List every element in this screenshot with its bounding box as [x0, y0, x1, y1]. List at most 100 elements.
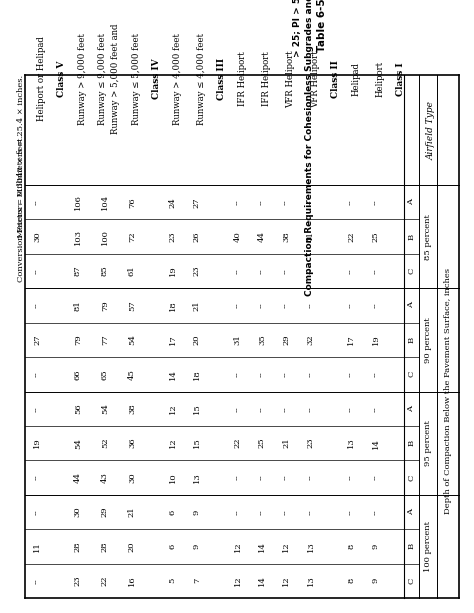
Text: 8: 8: [347, 544, 355, 549]
Text: Runway > 9,000 feet: Runway > 9,000 feet: [78, 33, 87, 125]
Text: --: --: [372, 199, 380, 205]
Text: 6: 6: [169, 544, 176, 549]
Text: --: --: [258, 509, 266, 515]
Text: 28: 28: [101, 541, 109, 552]
Text: --: --: [372, 303, 380, 308]
Text: 44: 44: [74, 472, 82, 483]
Text: 16: 16: [128, 576, 136, 586]
Text: 29: 29: [282, 335, 290, 345]
Text: --: --: [258, 474, 266, 481]
Text: 9: 9: [372, 544, 380, 549]
Text: --: --: [33, 268, 41, 274]
Text: A: A: [408, 199, 416, 205]
Text: 9: 9: [193, 544, 201, 549]
Text: > 25; PI > 5): > 25; PI > 5): [293, 0, 302, 57]
Text: --: --: [282, 268, 290, 274]
Text: Class III: Class III: [217, 58, 226, 100]
Text: 14: 14: [258, 541, 266, 552]
Text: 14: 14: [372, 438, 380, 449]
Text: --: --: [347, 406, 355, 411]
Text: 25: 25: [372, 231, 380, 242]
Text: 65: 65: [101, 369, 109, 379]
Text: --: --: [33, 406, 41, 411]
Text: C: C: [408, 474, 416, 481]
Text: 18: 18: [169, 300, 176, 311]
Text: IFR Heliport: IFR Heliport: [262, 51, 271, 107]
Text: 30: 30: [33, 231, 41, 242]
Text: 12: 12: [234, 576, 242, 586]
Text: 40: 40: [234, 231, 242, 242]
Text: B: B: [408, 337, 416, 343]
Text: 36: 36: [128, 438, 136, 449]
Text: 12: 12: [234, 541, 242, 552]
Text: 7: 7: [193, 578, 201, 584]
Text: --: --: [347, 509, 355, 515]
Text: --: --: [33, 474, 41, 481]
Text: 17: 17: [347, 335, 355, 345]
Text: 66: 66: [74, 369, 82, 379]
Text: 100 percent: 100 percent: [424, 521, 432, 572]
Text: 87: 87: [74, 265, 82, 276]
Text: 44: 44: [258, 231, 266, 242]
Text: 22: 22: [347, 231, 355, 242]
Text: 21: 21: [193, 300, 201, 311]
Text: --: --: [234, 406, 242, 411]
Text: --: --: [33, 303, 41, 308]
Text: 61: 61: [128, 265, 136, 276]
Text: Class IV: Class IV: [152, 59, 161, 99]
Text: Class V: Class V: [57, 61, 66, 97]
Text: 19: 19: [169, 265, 176, 276]
Text: --: --: [347, 371, 355, 377]
Text: 54: 54: [74, 438, 82, 449]
Text: 104: 104: [101, 194, 109, 210]
Text: --: --: [33, 199, 41, 205]
Text: Runway ≤ 5,000 feet: Runway ≤ 5,000 feet: [132, 33, 141, 125]
Text: --: --: [282, 303, 290, 308]
Text: --: --: [282, 474, 290, 481]
Text: 12: 12: [169, 403, 176, 414]
Text: 13: 13: [347, 438, 355, 449]
Text: 29: 29: [101, 507, 109, 517]
Text: --: --: [234, 509, 242, 515]
Text: 24: 24: [169, 197, 176, 208]
Text: 23: 23: [169, 231, 176, 242]
Text: --: --: [282, 199, 290, 205]
Text: A: A: [408, 509, 416, 515]
Text: Runway ≤ 4,000 feet: Runway ≤ 4,000 feet: [197, 33, 206, 125]
Text: 35: 35: [258, 335, 266, 345]
Text: --: --: [372, 509, 380, 515]
Text: A: A: [408, 302, 416, 308]
Text: 14: 14: [258, 576, 266, 586]
Text: 21: 21: [282, 438, 290, 449]
Text: --: --: [234, 303, 242, 308]
Text: 38: 38: [282, 231, 290, 242]
Text: 18: 18: [193, 369, 201, 379]
Text: Runway > 5,000 feet and: Runway > 5,000 feet and: [111, 24, 120, 134]
Text: Table 6-5: Table 6-5: [317, 0, 327, 52]
Text: --: --: [282, 371, 290, 377]
Text: 23: 23: [74, 576, 82, 586]
Text: B: B: [408, 440, 416, 446]
Text: C: C: [408, 577, 416, 584]
Text: --: --: [307, 474, 315, 481]
Text: C: C: [408, 268, 416, 274]
Text: --: --: [258, 303, 266, 308]
Text: --: --: [258, 371, 266, 377]
Text: 85 percent: 85 percent: [424, 214, 432, 259]
Text: 79: 79: [74, 335, 82, 345]
Text: --: --: [307, 199, 315, 205]
Text: --: --: [234, 474, 242, 481]
Text: 10: 10: [169, 472, 176, 483]
Text: 31: 31: [234, 335, 242, 345]
Text: --: --: [307, 406, 315, 411]
Text: 95 percent: 95 percent: [424, 420, 432, 466]
Text: 21: 21: [128, 507, 136, 517]
Text: 38: 38: [128, 403, 136, 414]
Text: --: --: [234, 268, 242, 274]
Text: 26: 26: [193, 231, 201, 242]
Text: Runway > 4,000 feet: Runway > 4,000 feet: [173, 33, 182, 125]
Text: 19: 19: [372, 335, 380, 345]
Text: 54: 54: [128, 335, 136, 345]
Text: Airfield Type: Airfield Type: [427, 101, 436, 159]
Text: 57: 57: [128, 300, 136, 311]
